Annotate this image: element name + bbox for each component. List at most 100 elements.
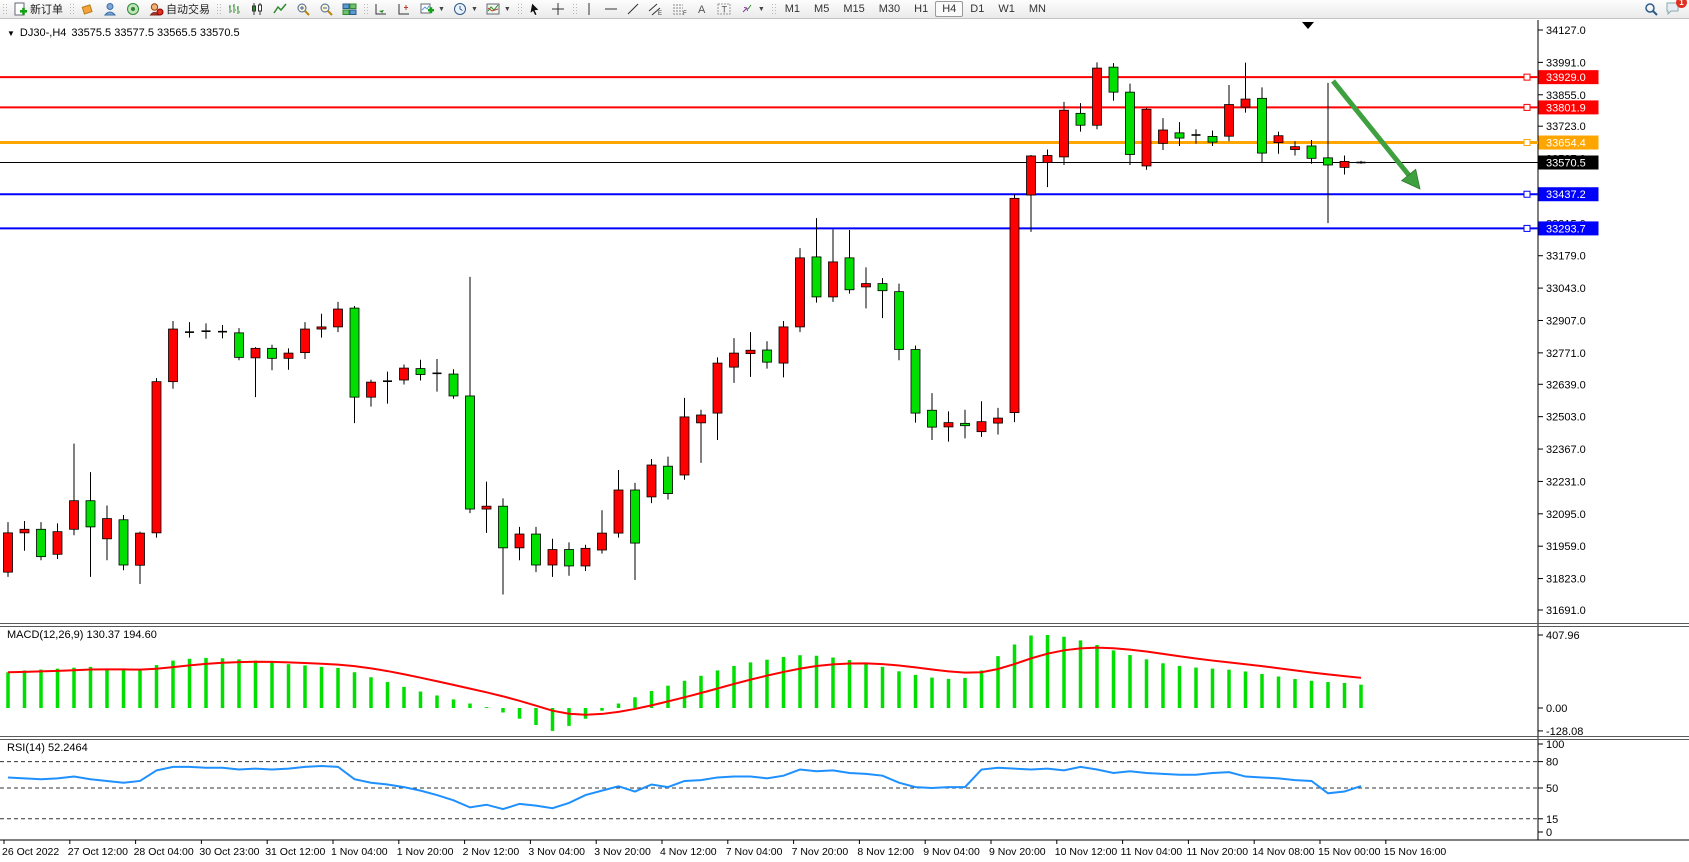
new-order-button[interactable]: 新订单 [9,0,67,19]
toolbar-grip[interactable] [516,3,522,15]
zoom-in-button[interactable] [292,0,315,18]
toolbar-grip[interactable] [216,3,221,15]
new-chart-icon [420,3,434,14]
notifications-button[interactable]: 1 [1665,0,1687,18]
auto-scroll-button[interactable] [370,0,393,18]
svg-text:A: A [698,4,706,16]
toolbar-grip[interactable] [571,3,577,15]
toolbar-grip[interactable] [363,3,368,15]
level-price-label: 33801.9 [1538,100,1599,115]
timeframe-M1[interactable]: M1 [784,3,801,15]
svg-text:0.00: 0.00 [1546,703,1567,715]
arrows-tool-button[interactable]: ▼ [736,0,769,18]
svg-text:33801.9: 33801.9 [1546,102,1586,114]
line-chart-mode-button[interactable] [269,0,292,18]
svg-text:32771.0: 32771.0 [1546,348,1586,360]
svg-text:80: 80 [1546,757,1558,769]
tile-windows-button[interactable] [338,0,361,18]
main-toolbar: 新订单 自动交易 [0,0,1689,19]
signals-icon [127,3,139,15]
svg-text:33723.0: 33723.0 [1546,121,1586,133]
cursor-tool-button[interactable] [524,0,547,18]
timeframe-M30[interactable]: M30 [878,3,901,15]
tile-windows-icon [342,3,357,15]
text-tool-button[interactable]: A [692,0,713,18]
level-price-label: 33437.2 [1538,187,1599,202]
signals-button[interactable] [122,0,145,18]
svg-text:28 Oct 04:00: 28 Oct 04:00 [134,846,194,858]
time-axis[interactable]: 26 Oct 2022 27 Oct 12:00 28 Oct 04:00 30 Oc… [2,840,1446,858]
svg-text:32907.0: 32907.0 [1546,315,1586,327]
autotrading-icon [149,3,164,16]
timeframe-M5[interactable]: M5 [814,3,830,15]
symbol-header[interactable]: ▼ DJ30-,H4 33575.5 33577.5 33565.5 33570… [7,27,240,39]
indicators-button[interactable]: ▼ [482,0,515,18]
svg-text:9 Nov 20:00: 9 Nov 20:00 [989,846,1046,858]
trendline-tool-button[interactable] [622,0,644,18]
timeframe-MN[interactable]: MN [1028,3,1046,15]
symbol-name: DJ30-,H4 [19,27,67,39]
svg-text:0: 0 [1546,827,1552,839]
candle-chart-mode-button[interactable] [246,0,269,18]
search-icon[interactable] [1644,2,1659,16]
svg-text:33855.0: 33855.0 [1546,90,1586,102]
svg-text:33437.2: 33437.2 [1546,189,1586,201]
autotrading-button[interactable]: 自动交易 [145,0,214,19]
toolbar-grip[interactable] [69,3,74,15]
text-label-tool-button[interactable]: T [713,0,736,18]
timeframe-M15[interactable]: M15 [843,3,865,15]
candles-layer[interactable] [3,62,1366,595]
notification-badge: 1 [1676,0,1687,8]
vertical-line-tool-button[interactable] [579,0,600,18]
svg-text:11 Nov 04:00: 11 Nov 04:00 [1121,846,1183,858]
chart-shift-button[interactable] [393,0,416,18]
rsi-indicator-label: RSI(14) 52.2464 [7,742,88,754]
timeframe-H4[interactable]: H4 [935,1,964,17]
fibonacci-tool-button[interactable]: F [668,0,692,18]
horizontal-line-tool-button[interactable] [600,0,622,18]
rsi-pane[interactable]: 100 80 50 150 [0,739,1564,839]
highlighter-icon [81,4,93,15]
horizontal-line-icon [604,8,617,10]
svg-text:32095.0: 32095.0 [1546,509,1586,521]
macd-pane[interactable]: 407.96 0.00 -128.08 [6,630,1583,738]
highlight-button[interactable] [76,0,99,18]
level-price-label: 33570.5 [1538,155,1599,170]
svg-text:33570.5: 33570.5 [1546,158,1586,170]
svg-text:100: 100 [1546,739,1564,751]
indicators-caret-icon: ▼ [503,5,511,13]
text-label-icon: T [717,3,731,15]
chart-menu-icon[interactable]: ▼ [7,28,15,38]
zoom-in-icon [297,3,310,16]
cursor-icon [529,2,540,16]
new-chart-button[interactable]: ▼ [416,0,449,18]
svg-text:4 Nov 12:00: 4 Nov 12:00 [660,846,717,858]
svg-text:T: T [721,5,727,15]
expert-button[interactable] [99,0,122,18]
toolbar-grip[interactable] [2,3,7,15]
timeframe-D1[interactable]: D1 [970,3,985,15]
timeframe-H1[interactable]: H1 [914,3,929,15]
trendline-icon [627,3,639,15]
svg-text:27 Oct 12:00: 27 Oct 12:00 [68,846,128,858]
trend-arrow-annotation[interactable] [1331,79,1421,190]
autotrading-label: 自动交易 [166,4,210,16]
svg-text:2 Nov 12:00: 2 Nov 12:00 [463,846,520,858]
svg-text:33991.0: 33991.0 [1546,57,1586,69]
timeframe-group: M1 M5 M15 M30 H1 H4 D1 W1 MN [778,0,1053,18]
main-chart[interactable]: 34127.033991.033855.033723.033587.033451… [0,19,1689,862]
arrow-objects-icon [742,4,752,13]
svg-text:14 Nov 08:00: 14 Nov 08:00 [1252,846,1315,858]
zoom-out-button[interactable] [315,0,338,18]
period-button[interactable]: ▼ [449,0,482,18]
toolbar-grip[interactable] [770,3,776,15]
crosshair-tool-button[interactable] [547,0,570,18]
bar-chart-mode-button[interactable] [223,0,246,18]
timeframe-W1[interactable]: W1 [998,3,1015,15]
new-order-icon [14,2,27,16]
level-lines[interactable] [0,73,1538,232]
chart-shift-marker[interactable] [1302,22,1314,29]
svg-text:7 Nov 04:00: 7 Nov 04:00 [726,846,783,858]
channel-tool-button[interactable]: E [644,0,668,18]
svg-text:33043.0: 33043.0 [1546,283,1586,295]
